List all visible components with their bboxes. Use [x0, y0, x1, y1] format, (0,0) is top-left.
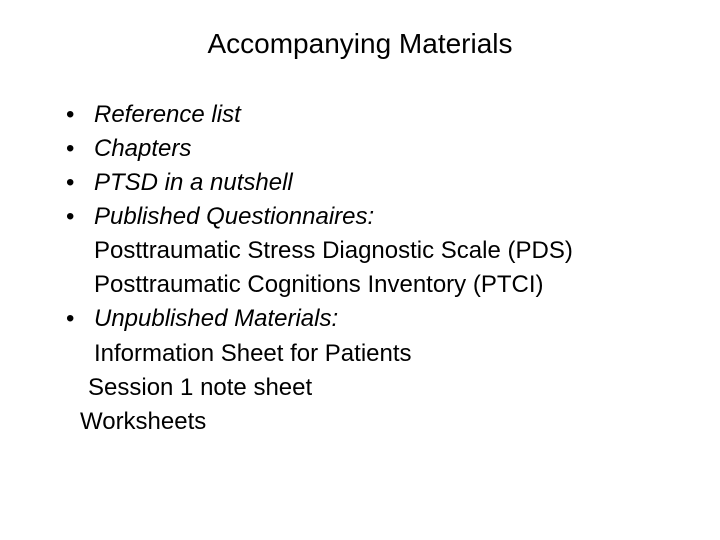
list-item-text: Unpublished Materials: [94, 302, 338, 336]
list-item: • Unpublished Materials: [60, 302, 720, 336]
slide-body: • Reference list • Chapters • PTSD in a … [0, 98, 720, 439]
list-item: • Reference list [60, 98, 720, 132]
slide-title: Accompanying Materials [0, 28, 720, 60]
bullet-icon: • [60, 200, 94, 234]
list-item-text: Posttraumatic Stress Diagnostic Scale (P… [94, 234, 573, 268]
list-item-text: Information Sheet for Patients [94, 337, 412, 371]
list-item-text: Session 1 note sheet [88, 371, 312, 405]
bullet-icon: • [60, 132, 94, 166]
list-subitem: Worksheets [46, 405, 720, 439]
bullet-icon: • [60, 98, 94, 132]
list-item-text: Worksheets [80, 405, 206, 439]
list-item-text: Published Questionnaires: [94, 200, 374, 234]
list-item: • PTSD in a nutshell [60, 166, 720, 200]
list-item-text: Posttraumatic Cognitions Inventory (PTCI… [94, 268, 544, 302]
list-subitem: Session 1 note sheet [54, 371, 720, 405]
list-item-text: Chapters [94, 132, 191, 166]
bullet-icon: • [60, 302, 94, 336]
bullet-icon: • [60, 166, 94, 200]
list-subitem: Posttraumatic Cognitions Inventory (PTCI… [60, 268, 720, 302]
list-subitem: Posttraumatic Stress Diagnostic Scale (P… [60, 234, 720, 268]
list-item-text: Reference list [94, 98, 241, 132]
list-item-text: PTSD in a nutshell [94, 166, 293, 200]
list-subitem: Information Sheet for Patients [60, 337, 720, 371]
list-item: • Chapters [60, 132, 720, 166]
slide: Accompanying Materials • Reference list … [0, 0, 720, 540]
list-item: • Published Questionnaires: [60, 200, 720, 234]
